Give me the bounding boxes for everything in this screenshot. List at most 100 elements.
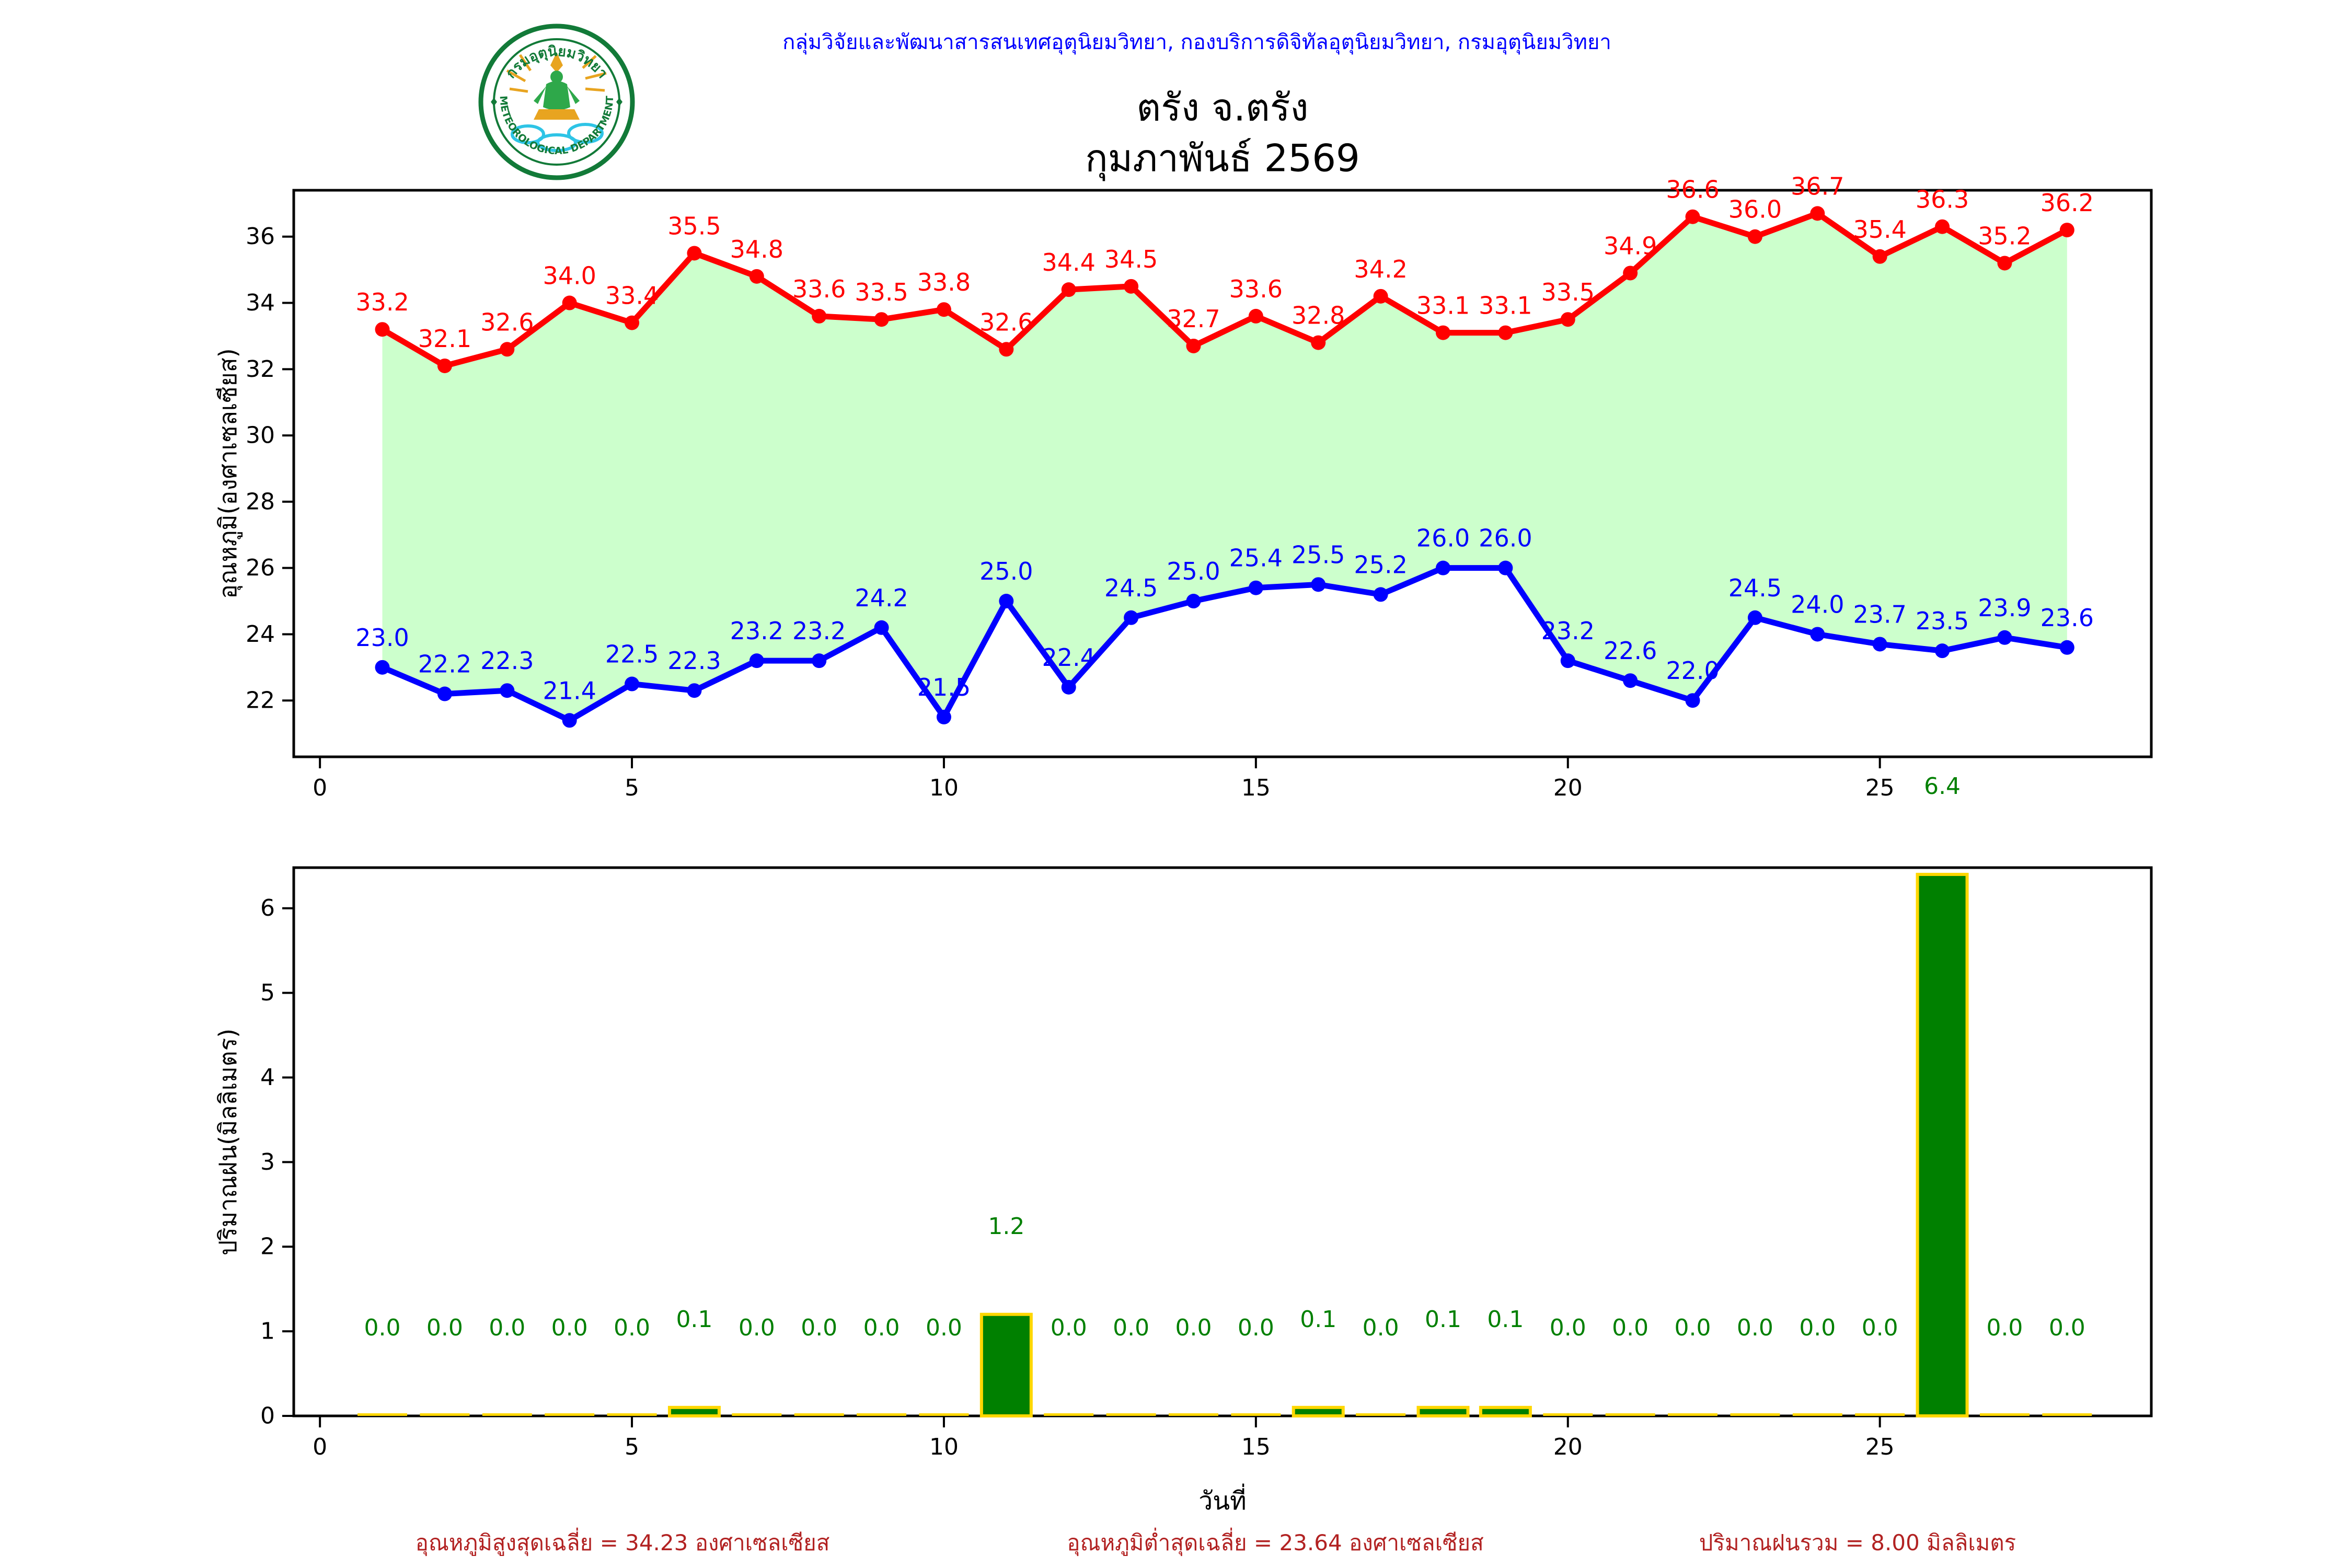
rain-bar-label: 0.0: [1550, 1315, 1586, 1341]
logo-deity-figure: [534, 52, 580, 120]
chart2-y-tick-label: 4: [260, 1064, 275, 1091]
min-temp-point: [687, 683, 702, 698]
max-temp-point: [687, 246, 702, 261]
min-temp-label: 22.6: [1604, 637, 1657, 665]
min-temp-point: [812, 653, 827, 668]
min-temp-point: [1872, 637, 1887, 652]
min-temp-label: 25.2: [1354, 550, 1407, 579]
min-temp-point: [1560, 653, 1575, 668]
max-temp-point: [1124, 279, 1139, 294]
max-temp-label: 35.5: [667, 212, 721, 240]
rain-bar-label: 0.0: [1986, 1315, 2023, 1341]
min-temp-point: [1498, 560, 1513, 575]
min-temp-label: 26.0: [1416, 524, 1470, 552]
min-temp-label: 26.0: [1479, 524, 1532, 552]
min-temp-point: [1747, 610, 1762, 625]
min-temp-point: [500, 683, 515, 698]
rainfall-y-axis-label: ปริมาณฝน(มิลลิเมตร): [214, 1029, 242, 1255]
min-temp-point: [437, 686, 452, 701]
rain-bar-label: 0.0: [2049, 1315, 2085, 1341]
rain-bar-zero: [545, 1413, 595, 1416]
rain-bar-zero: [1605, 1413, 1655, 1416]
max-temp-point: [1997, 256, 2012, 271]
min-temp-label: 22.3: [667, 647, 721, 675]
max-temp-label: 33.6: [1229, 275, 1283, 303]
max-temp-label: 34.9: [1604, 232, 1657, 260]
chart1-y-tick-label: 36: [246, 223, 275, 250]
max-temp-label: 33.2: [355, 288, 409, 316]
max-temp-label: 33.8: [917, 268, 971, 296]
min-temp-label: 23.0: [355, 624, 409, 652]
rain-bar-label: 0.0: [1238, 1315, 1274, 1341]
rain-bar-zero: [1730, 1413, 1780, 1416]
chart2-y-tick-label: 2: [260, 1233, 275, 1260]
chart2-y-tick-label: 5: [260, 979, 275, 1006]
logo-clouds: [511, 123, 604, 152]
min-temp-label: 24.5: [1104, 574, 1158, 602]
rain-bar-label: 0.0: [1051, 1315, 1087, 1341]
max-temp-point: [1436, 325, 1451, 340]
chart2-x-tick-label: 25: [1865, 1434, 1895, 1460]
rain-bar-zero: [1168, 1413, 1218, 1416]
max-temp-point: [1373, 289, 1388, 304]
min-temp-point: [1810, 627, 1825, 642]
min-temp-point: [1061, 679, 1076, 695]
min-temp-label: 23.2: [1541, 617, 1595, 645]
rain-bar: [1416, 1405, 1470, 1418]
max-temp-point: [999, 342, 1014, 357]
max-temp-label: 33.1: [1479, 292, 1532, 320]
temp-range-fill-area: [382, 213, 2067, 721]
min-temp-label: 25.4: [1229, 544, 1283, 572]
chart2-y-tick-label: 1: [260, 1318, 275, 1345]
chart2-y-tick-label: 0: [260, 1403, 275, 1429]
max-temp-label: 36.2: [2040, 189, 2094, 217]
max-temp-label: 32.6: [979, 308, 1033, 336]
min-temp-label: 24.5: [1728, 574, 1782, 602]
min-temp-point: [1685, 693, 1700, 708]
chart1-y-tick-label: 24: [246, 621, 275, 648]
min-temp-label: 23.6: [2040, 604, 2094, 632]
rain-bar-label: 0.0: [1675, 1315, 1711, 1341]
min-temp-label: 23.2: [730, 617, 783, 645]
rain-bar: [667, 1405, 721, 1418]
rain-bar-label: 0.0: [614, 1315, 650, 1341]
rain-bar-label: 0.0: [1612, 1315, 1648, 1341]
logo-rays: [506, 54, 607, 93]
min-temp-label: 22.2: [418, 650, 471, 678]
rain-bar-zero: [420, 1413, 470, 1416]
rain-bar-zero: [2042, 1413, 2092, 1416]
rain-bar-zero: [919, 1413, 969, 1416]
max-temp-point: [1498, 325, 1513, 340]
min-temp-point: [1124, 610, 1139, 625]
rain-bar-zero: [1668, 1413, 1718, 1416]
rain-bar-zero: [1792, 1413, 1842, 1416]
max-temp-point: [2059, 223, 2074, 238]
min-temp-label: 22.5: [605, 640, 659, 668]
temperature-y-axis-label: อุณหภูมิ(องศาเซลเซียส): [214, 348, 243, 598]
chart2-x-tick-label: 5: [625, 1434, 639, 1460]
max-temp-point: [749, 269, 764, 284]
min-temp-label: 24.2: [855, 584, 908, 612]
min-temp-label: 23.2: [792, 617, 846, 645]
min-temp-point: [375, 660, 390, 675]
max-temp-label: 32.1: [418, 325, 471, 353]
max-temp-point: [936, 302, 951, 317]
total-rainfall-summary: ปริมาณฝนรวม = 8.00 มิลลิเมตร: [1699, 1530, 2016, 1555]
max-temp-point: [1872, 249, 1887, 264]
chart1-x-tick-label: 25: [1865, 775, 1895, 801]
rain-bar-label: 0.0: [1799, 1315, 1836, 1341]
rain-bar-zero: [1356, 1413, 1406, 1416]
agency-header-text: กลุ่มวิจัยและพัฒนาสารสนเทศอุตุนิยมวิทยา,…: [782, 30, 1611, 54]
chart1-y-tick-label: 28: [246, 488, 275, 515]
rain-bar: [1479, 1405, 1532, 1418]
min-temp-point: [936, 709, 951, 724]
rain-bar: [1916, 872, 1969, 1417]
station-title: ตรัง จ.ตรัง: [1136, 85, 1309, 130]
chart2-y-tick-label: 3: [260, 1149, 275, 1175]
min-temp-label: 24.0: [1791, 590, 1844, 618]
min-temp-point: [1248, 580, 1263, 595]
min-temp-label: 22.0: [1666, 656, 1719, 685]
max-temp-line: [381, 210, 2069, 369]
min-temp-point: [1997, 630, 2012, 645]
rain-bar-zero: [732, 1413, 782, 1416]
